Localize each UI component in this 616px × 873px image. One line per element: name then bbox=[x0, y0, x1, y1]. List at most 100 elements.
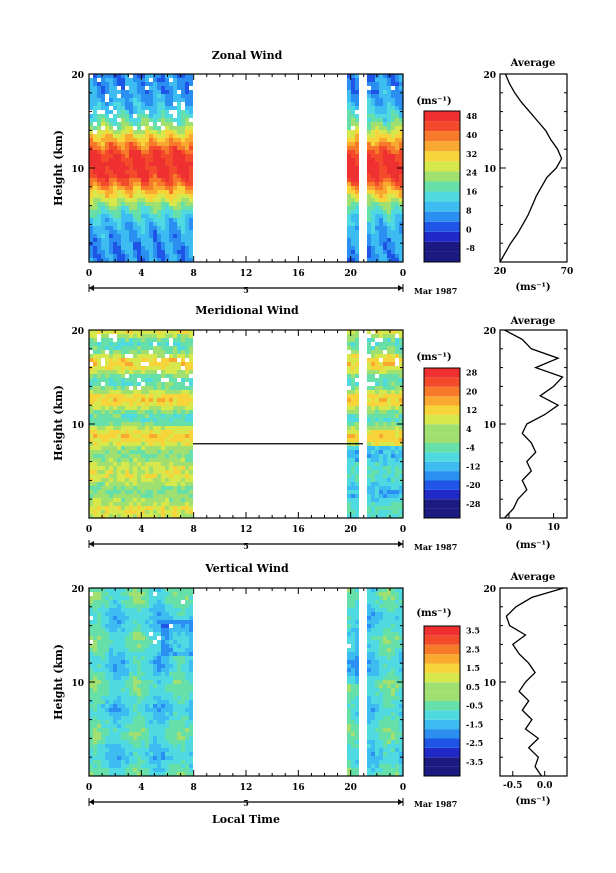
heatmap-cell bbox=[129, 768, 133, 772]
heatmap-cell bbox=[347, 218, 351, 222]
heatmap-cell bbox=[367, 474, 371, 478]
heatmap-cell bbox=[125, 688, 129, 692]
heatmap-cell bbox=[137, 470, 141, 474]
heatmap-cell bbox=[157, 174, 161, 178]
x-tick-label: 8 bbox=[191, 525, 197, 535]
heatmap-cell bbox=[149, 422, 153, 426]
heatmap-cell bbox=[101, 632, 105, 636]
heatmap-cell bbox=[165, 86, 169, 90]
heatmap-cell bbox=[149, 640, 153, 644]
heatmap-cell bbox=[177, 772, 181, 776]
heatmap-cell bbox=[379, 454, 383, 458]
heatmap-cell bbox=[157, 684, 161, 688]
heatmap-cell bbox=[145, 158, 149, 162]
heatmap-cell bbox=[93, 138, 97, 142]
heatmap-cell bbox=[125, 426, 129, 430]
heatmap-cell bbox=[387, 342, 391, 346]
heatmap-cell bbox=[105, 134, 109, 138]
heatmap-cell bbox=[125, 366, 129, 370]
heatmap-cell bbox=[375, 210, 379, 214]
heatmap-cell bbox=[161, 370, 165, 374]
heatmap-cell bbox=[185, 454, 189, 458]
heatmap-cell bbox=[161, 182, 165, 186]
heatmap-cell bbox=[97, 628, 101, 632]
heatmap-cell bbox=[387, 78, 391, 82]
heatmap-cell bbox=[109, 146, 113, 150]
heatmap-cell bbox=[371, 498, 375, 502]
heatmap-cell bbox=[169, 186, 173, 190]
heatmap-cell bbox=[391, 374, 395, 378]
heatmap-cell bbox=[347, 358, 351, 362]
heatmap-cell bbox=[129, 230, 133, 234]
heatmap-cell bbox=[133, 142, 137, 146]
heatmap-cell bbox=[165, 652, 169, 656]
heatmap-cell bbox=[391, 514, 395, 518]
heatmap-cell bbox=[117, 498, 121, 502]
heatmap-cell bbox=[97, 748, 101, 752]
heatmap-cell bbox=[105, 736, 109, 740]
colorbar-swatch bbox=[424, 489, 460, 500]
heatmap-cell bbox=[395, 102, 399, 106]
heatmap-cell bbox=[141, 656, 145, 660]
heatmap-cell bbox=[383, 82, 387, 86]
heatmap-cell bbox=[125, 660, 129, 664]
heatmap-cell bbox=[157, 246, 161, 250]
heatmap-cell bbox=[133, 94, 137, 98]
heatmap-cell bbox=[367, 126, 371, 130]
heatmap-cell bbox=[189, 708, 193, 712]
heatmap-cell bbox=[177, 628, 181, 632]
heatmap-cell bbox=[351, 382, 355, 386]
heatmap-cell bbox=[165, 664, 169, 668]
heatmap-cell bbox=[133, 740, 137, 744]
heatmap-cell bbox=[149, 684, 153, 688]
heatmap-cell bbox=[105, 474, 109, 478]
heatmap-cell bbox=[169, 170, 173, 174]
heatmap-cell bbox=[383, 186, 387, 190]
heatmap-cell bbox=[121, 656, 125, 660]
heatmap-cell bbox=[153, 772, 157, 776]
heatmap-cell bbox=[145, 608, 149, 612]
heatmap-cell bbox=[93, 358, 97, 362]
heatmap-cell bbox=[93, 210, 97, 214]
heatmap-cell bbox=[189, 130, 193, 134]
heatmap-cell bbox=[157, 486, 161, 490]
heatmap-cell bbox=[125, 154, 129, 158]
heatmap-cell bbox=[347, 330, 351, 334]
heatmap-cell bbox=[89, 672, 93, 676]
heatmap-cell bbox=[117, 242, 121, 246]
heatmap-cell bbox=[89, 474, 93, 478]
heatmap-cell bbox=[165, 632, 169, 636]
heatmap-cell bbox=[89, 238, 93, 242]
heatmap-cell bbox=[153, 514, 157, 518]
heatmap-cell bbox=[109, 644, 113, 648]
heatmap-cell bbox=[169, 414, 173, 418]
heatmap-cell bbox=[387, 126, 391, 130]
heatmap-cell bbox=[355, 74, 359, 78]
heatmap-cell bbox=[93, 704, 97, 708]
heatmap-cell bbox=[105, 226, 109, 230]
heatmap-cell bbox=[351, 410, 355, 414]
heatmap-cell bbox=[383, 142, 387, 146]
heatmap-cell bbox=[129, 394, 133, 398]
heatmap-cell bbox=[173, 178, 177, 182]
heatmap-cell bbox=[117, 494, 121, 498]
heatmap-cell bbox=[125, 684, 129, 688]
heatmap-cell bbox=[383, 462, 387, 466]
heatmap-cell bbox=[189, 648, 193, 652]
heatmap-cell bbox=[129, 418, 133, 422]
heatmap-cell bbox=[121, 466, 125, 470]
heatmap-cell bbox=[133, 346, 137, 350]
heatmap-cell bbox=[137, 358, 141, 362]
heatmap-cell bbox=[145, 162, 149, 166]
heatmap-cell bbox=[181, 450, 185, 454]
heatmap-cell bbox=[391, 206, 395, 210]
heatmap-cell bbox=[399, 494, 403, 498]
heatmap-cell bbox=[173, 506, 177, 510]
heatmap-cell bbox=[379, 186, 383, 190]
heatmap-cell bbox=[181, 684, 185, 688]
heatmap-cell bbox=[185, 122, 189, 126]
heatmap-cell bbox=[161, 442, 165, 446]
heatmap-cell bbox=[383, 514, 387, 518]
heatmap-cell bbox=[371, 338, 375, 342]
heatmap-cell bbox=[97, 736, 101, 740]
